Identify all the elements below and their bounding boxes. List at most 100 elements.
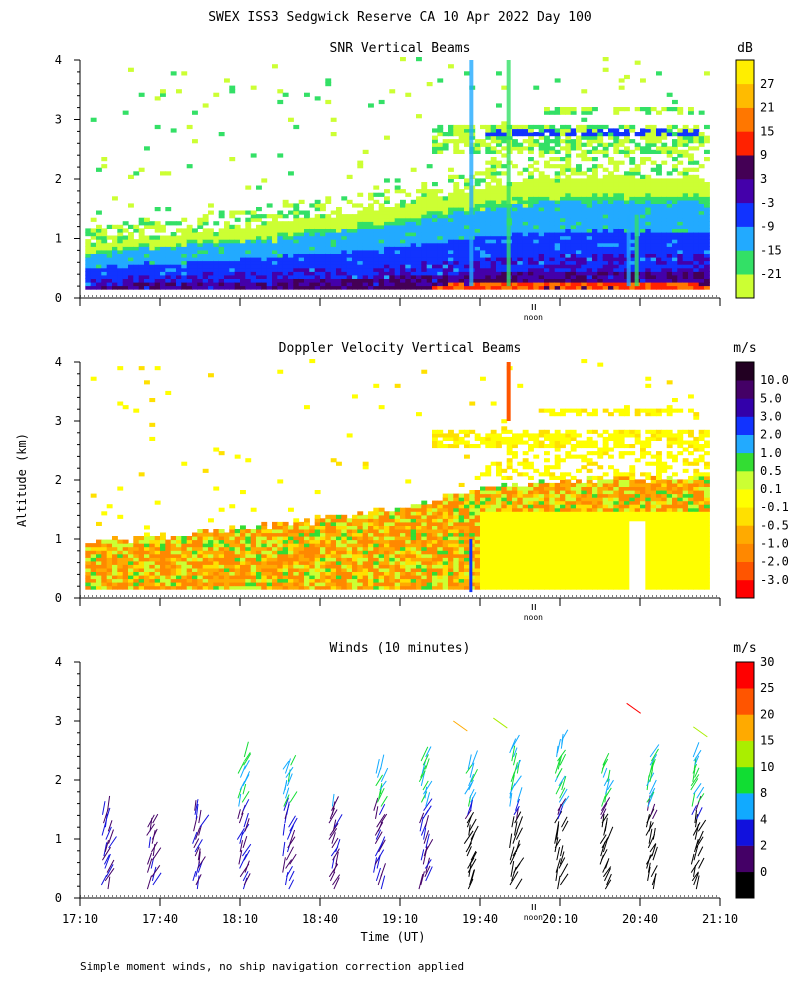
snr-cell bbox=[458, 242, 465, 247]
snr-cell bbox=[538, 267, 545, 272]
doppler-cell bbox=[320, 525, 326, 530]
snr-cell bbox=[485, 192, 492, 197]
doppler-cell bbox=[197, 546, 204, 551]
snr-cell bbox=[704, 264, 710, 269]
doppler-cell bbox=[154, 585, 161, 590]
snr-cell bbox=[96, 264, 102, 269]
doppler-cell bbox=[240, 539, 246, 544]
snr-cell bbox=[629, 196, 636, 201]
snr-cell bbox=[597, 185, 604, 190]
doppler-cell bbox=[405, 518, 412, 523]
snr-cell bbox=[170, 281, 177, 287]
doppler-cell bbox=[229, 582, 236, 587]
snr-cell bbox=[314, 232, 321, 237]
snr-cell bbox=[538, 274, 545, 279]
snr-cell bbox=[437, 221, 444, 226]
snr-cell bbox=[336, 264, 342, 269]
snr-cell bbox=[533, 260, 540, 265]
snr-cell bbox=[368, 232, 374, 237]
doppler-cell bbox=[304, 560, 310, 565]
snr-cell bbox=[250, 246, 257, 251]
snr-cell bbox=[389, 217, 396, 222]
snr-cell bbox=[554, 210, 561, 215]
snr-cell bbox=[565, 182, 572, 187]
doppler-cell bbox=[421, 532, 428, 537]
snr-cell bbox=[165, 235, 172, 240]
snr-cell bbox=[330, 235, 337, 240]
doppler-cell bbox=[122, 539, 129, 544]
snr-cell bbox=[688, 189, 694, 194]
snr-cell bbox=[661, 142, 668, 147]
doppler-cell bbox=[400, 557, 406, 562]
colorbar-swatch bbox=[736, 202, 754, 227]
snr-cell bbox=[277, 253, 284, 258]
snr-cell bbox=[560, 246, 566, 251]
snr-cell bbox=[677, 214, 684, 219]
snr-cell bbox=[618, 149, 625, 154]
snr-cell bbox=[672, 178, 678, 183]
snr-cell bbox=[565, 235, 572, 240]
snr-cell bbox=[170, 242, 177, 247]
snr-cell bbox=[442, 232, 449, 237]
doppler-cell bbox=[229, 578, 236, 583]
doppler-cell bbox=[373, 575, 380, 580]
doppler-cell bbox=[101, 557, 108, 562]
snr-cell bbox=[389, 256, 396, 262]
doppler-cell bbox=[192, 575, 198, 580]
snr-cell bbox=[528, 207, 534, 212]
snr-cell bbox=[501, 267, 508, 272]
snr-cell bbox=[517, 249, 524, 254]
snr-cell bbox=[96, 271, 102, 276]
doppler-cell bbox=[304, 567, 310, 572]
snr-cell bbox=[602, 256, 609, 262]
snr-cell bbox=[154, 264, 161, 269]
snr-cell bbox=[501, 232, 508, 237]
snr-cell bbox=[160, 89, 166, 94]
snr-cell bbox=[218, 235, 225, 240]
snr-cell bbox=[501, 271, 508, 276]
snr-cell bbox=[629, 167, 636, 172]
snr-cell bbox=[224, 253, 230, 258]
snr-cell bbox=[186, 242, 193, 247]
doppler-cell bbox=[85, 567, 92, 572]
snr-cell bbox=[277, 235, 284, 240]
snr-cell bbox=[101, 164, 108, 169]
snr-cell bbox=[650, 239, 657, 244]
snr-cell bbox=[362, 149, 369, 154]
snr-cell bbox=[357, 246, 364, 251]
snr-cell bbox=[656, 228, 662, 233]
snr-cell bbox=[357, 249, 364, 254]
snr-cell bbox=[138, 167, 145, 172]
snr-cell bbox=[554, 128, 561, 133]
snr-cell bbox=[464, 128, 470, 133]
snr-cell bbox=[181, 264, 188, 269]
snr-cell bbox=[272, 232, 278, 237]
snr-cell bbox=[528, 132, 534, 137]
snr-cell bbox=[666, 192, 673, 197]
snr-cell bbox=[496, 124, 502, 130]
doppler-cell bbox=[282, 553, 289, 558]
snr-cell bbox=[661, 260, 668, 265]
snr-cell bbox=[522, 199, 529, 204]
snr-cell bbox=[682, 178, 689, 183]
doppler-cell bbox=[464, 582, 470, 587]
snr-cell bbox=[357, 203, 364, 208]
doppler-cell bbox=[325, 575, 332, 580]
doppler-cell bbox=[197, 557, 204, 562]
doppler-cell bbox=[421, 550, 428, 555]
snr-cell bbox=[501, 285, 508, 290]
doppler-cell bbox=[432, 571, 438, 576]
snr-cell bbox=[464, 239, 470, 244]
doppler-cell bbox=[357, 543, 364, 548]
snr-cell bbox=[176, 221, 182, 226]
snr-cell bbox=[250, 267, 257, 272]
snr-cell bbox=[218, 246, 225, 251]
snr-cell bbox=[309, 232, 316, 237]
doppler-cell bbox=[442, 497, 449, 502]
snr-cell bbox=[618, 196, 625, 201]
snr-cell bbox=[688, 182, 694, 187]
snr-cell bbox=[592, 271, 598, 276]
snr-cell bbox=[581, 221, 588, 226]
snr-cell bbox=[549, 281, 556, 287]
doppler-cell bbox=[453, 564, 460, 569]
